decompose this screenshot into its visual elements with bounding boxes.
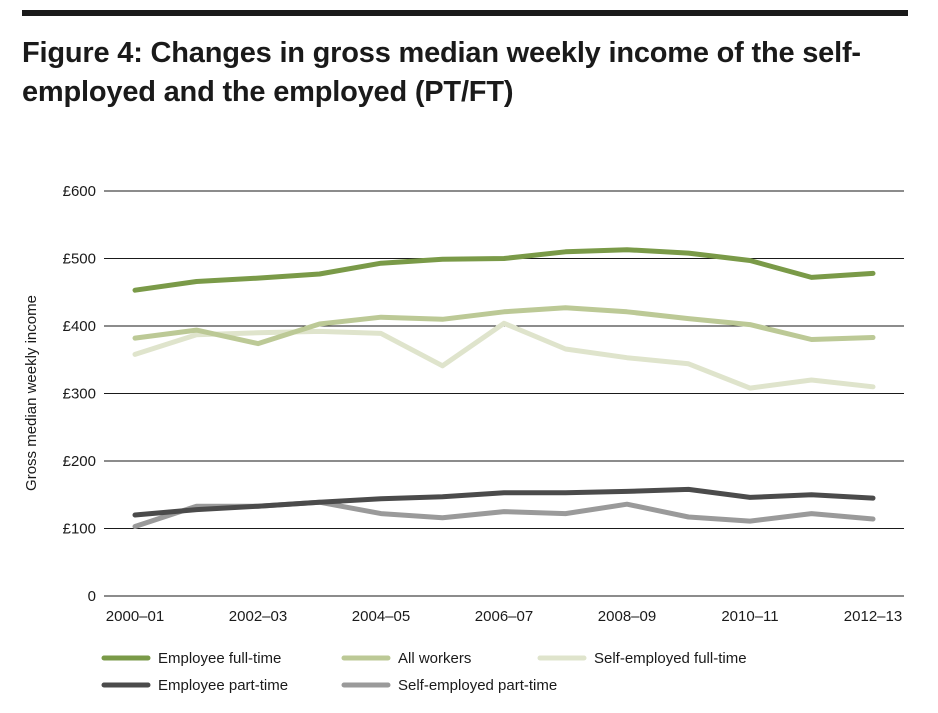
x-axis-ticks: 2000–01 2002–03 2004–05 2006–07 2008–09 2010–… — [106, 608, 902, 625]
series-line-self-employed-full-time — [132, 320, 876, 391]
series-lines — [132, 247, 876, 529]
top-rule — [22, 10, 908, 16]
x-tick-label: 2008–09 — [598, 608, 656, 625]
series-line-all-workers — [132, 305, 876, 347]
legend-label-self-employed-full-time: Self-employed full-time — [594, 650, 747, 667]
legend-label-employee-part-time: Employee part-time — [158, 677, 288, 694]
legend-label-employee-full-time: Employee full-time — [158, 650, 281, 667]
x-tick-label: 2000–01 — [106, 608, 164, 625]
y-tick-label: £200 — [63, 453, 96, 470]
y-axis-ticks: 0 £100 £200 £300 £400 £500 £600 — [63, 183, 96, 605]
x-tick-label: 2006–07 — [475, 608, 533, 625]
series-line-employee-full-time — [132, 247, 876, 293]
y-tick-label: 0 — [88, 588, 96, 605]
y-tick-label: £300 — [63, 386, 96, 403]
legend-label-all-workers: All workers — [398, 650, 471, 667]
x-tick-label: 2012–13 — [844, 608, 902, 625]
x-tick-label: 2010–11 — [721, 608, 778, 625]
y-axis-label: Gross median weekly income — [23, 295, 40, 491]
y-tick-label: £400 — [63, 318, 96, 335]
y-tick-label: £600 — [63, 183, 96, 200]
y-tick-label: £100 — [63, 521, 96, 538]
x-tick-label: 2004–05 — [352, 608, 410, 625]
legend-label-self-employed-part-time: Self-employed part-time — [398, 677, 557, 694]
legend: Employee full-time All workers Self-employ… — [101, 650, 747, 694]
x-tick-label: 2002–03 — [229, 608, 287, 625]
figure-title: Figure 4: Changes in gross median weekly… — [22, 37, 861, 108]
series-line-employee-part-time — [132, 486, 876, 518]
y-tick-label: £500 — [63, 251, 96, 268]
gridlines — [104, 190, 904, 597]
